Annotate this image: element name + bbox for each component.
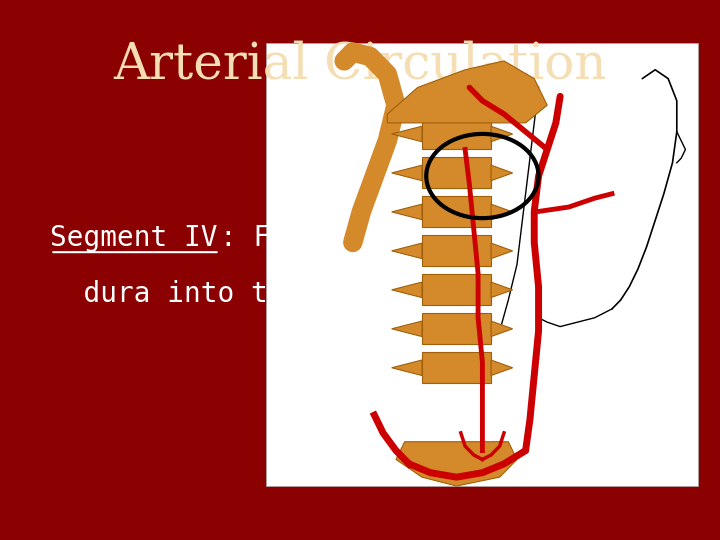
Polygon shape — [491, 282, 513, 298]
Polygon shape — [392, 282, 422, 298]
Polygon shape — [392, 204, 422, 220]
Polygon shape — [392, 321, 422, 336]
Text: dura into the cranium: dura into the cranium — [50, 280, 436, 308]
Polygon shape — [422, 118, 491, 150]
Polygon shape — [491, 126, 513, 141]
Polygon shape — [422, 313, 491, 345]
Polygon shape — [387, 61, 547, 123]
Polygon shape — [422, 158, 491, 188]
Polygon shape — [491, 360, 513, 375]
Polygon shape — [422, 352, 491, 383]
Polygon shape — [392, 165, 422, 181]
Polygon shape — [491, 243, 513, 259]
Polygon shape — [491, 321, 513, 336]
Polygon shape — [422, 235, 491, 266]
Polygon shape — [491, 204, 513, 220]
Polygon shape — [396, 442, 517, 486]
Text: Arterial Circulation: Arterial Circulation — [113, 40, 607, 90]
Polygon shape — [422, 274, 491, 305]
Polygon shape — [491, 165, 513, 181]
FancyBboxPatch shape — [266, 43, 698, 486]
Polygon shape — [392, 243, 422, 259]
Polygon shape — [422, 197, 491, 227]
Polygon shape — [392, 126, 422, 141]
Text: Segment IV: Segment IV — [50, 224, 218, 252]
Polygon shape — [392, 360, 422, 375]
Text: : From the: : From the — [220, 224, 387, 252]
